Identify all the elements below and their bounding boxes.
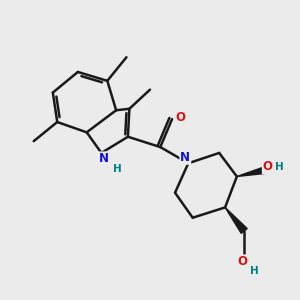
Polygon shape: [237, 165, 270, 176]
Text: H: H: [113, 164, 122, 174]
Text: H: H: [250, 266, 259, 276]
Text: H: H: [275, 162, 284, 172]
Text: O: O: [263, 160, 273, 173]
Polygon shape: [225, 207, 247, 233]
Text: N: N: [99, 152, 110, 165]
Text: O: O: [175, 111, 185, 124]
Text: N: N: [180, 151, 190, 164]
Text: O: O: [238, 255, 248, 268]
